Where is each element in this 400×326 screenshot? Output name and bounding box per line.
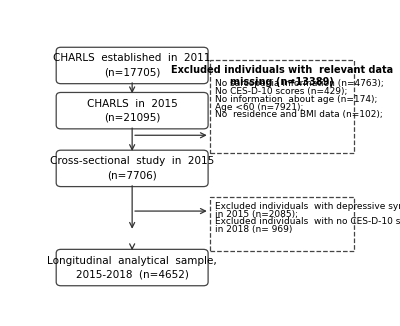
Text: No sarcopenia information (n=4763);: No sarcopenia information (n=4763); bbox=[215, 79, 384, 88]
Text: Age <60 (n=7921);: Age <60 (n=7921); bbox=[215, 103, 304, 111]
FancyBboxPatch shape bbox=[56, 150, 208, 186]
Text: No information  about age (n=174);: No information about age (n=174); bbox=[215, 95, 378, 104]
Text: Excluded individuals with  relevant data
missing (n=13389): Excluded individuals with relevant data … bbox=[171, 65, 393, 87]
Text: No  residence and BMI data (n=102);: No residence and BMI data (n=102); bbox=[215, 111, 383, 119]
Text: CHARLS  in  2015
(n=21095): CHARLS in 2015 (n=21095) bbox=[87, 99, 178, 123]
FancyBboxPatch shape bbox=[56, 249, 208, 286]
Text: in 2018 (n= 969): in 2018 (n= 969) bbox=[215, 225, 293, 234]
Text: Cross-sectional  study  in  2015
(n=7706): Cross-sectional study in 2015 (n=7706) bbox=[50, 156, 214, 180]
Text: Excluded individuals  with no CES-D-10 scores: Excluded individuals with no CES-D-10 sc… bbox=[215, 217, 400, 226]
Text: No CES-D-10 scores (n=429);: No CES-D-10 scores (n=429); bbox=[215, 87, 348, 96]
Bar bbox=[210, 197, 354, 251]
Bar bbox=[210, 60, 354, 153]
Text: in 2015 (n=2085);: in 2015 (n=2085); bbox=[215, 210, 298, 218]
FancyBboxPatch shape bbox=[56, 47, 208, 84]
Text: CHARLS  established  in  2011
(n=17705): CHARLS established in 2011 (n=17705) bbox=[54, 53, 211, 78]
FancyBboxPatch shape bbox=[56, 93, 208, 129]
Text: Longitudinal  analytical  sample,
2015-2018  (n=4652): Longitudinal analytical sample, 2015-201… bbox=[47, 256, 217, 280]
Text: Excluded individuals  with depressive symptoms: Excluded individuals with depressive sym… bbox=[215, 202, 400, 211]
